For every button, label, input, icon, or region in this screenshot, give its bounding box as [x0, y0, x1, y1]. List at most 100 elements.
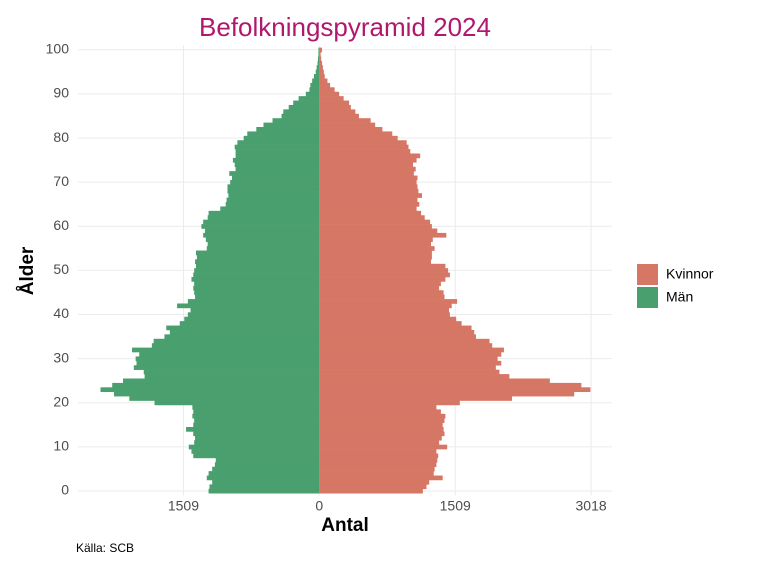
- bar: [319, 104, 351, 110]
- bar: [319, 479, 430, 485]
- bar: [319, 246, 435, 251]
- bar: [319, 179, 417, 185]
- bar: [281, 113, 320, 119]
- bar: [212, 466, 320, 472]
- bar: [164, 334, 320, 340]
- bar: [319, 307, 450, 313]
- bar: [319, 475, 443, 481]
- bar: [317, 60, 320, 66]
- bar: [319, 127, 383, 132]
- bar: [139, 352, 320, 357]
- bar: [234, 162, 320, 168]
- bar: [319, 210, 422, 216]
- y-tick-label: 60: [53, 217, 69, 233]
- bar: [319, 74, 325, 79]
- bar: [319, 334, 477, 340]
- bar: [319, 109, 356, 115]
- bar: [235, 166, 320, 172]
- bar: [319, 374, 510, 379]
- bar: [231, 175, 320, 181]
- bar: [319, 91, 340, 97]
- y-tick-label: 20: [53, 393, 69, 409]
- bar: [319, 175, 418, 181]
- bar: [194, 268, 320, 273]
- bar: [112, 382, 320, 388]
- bar: [316, 65, 320, 70]
- bar: [187, 299, 320, 304]
- bar: [154, 400, 320, 406]
- bar: [194, 281, 320, 287]
- bar: [319, 356, 498, 362]
- legend-label: Män: [666, 289, 693, 305]
- bar: [319, 219, 431, 225]
- bar: [319, 422, 443, 428]
- y-tick-label: 30: [53, 349, 69, 365]
- bar: [114, 391, 320, 397]
- bar: [186, 427, 320, 432]
- bar: [235, 149, 320, 154]
- bar: [319, 431, 445, 437]
- bar: [319, 303, 452, 309]
- bar: [319, 56, 322, 62]
- bar: [188, 444, 320, 450]
- bar: [319, 281, 441, 287]
- bar: [196, 254, 320, 260]
- bar: [319, 338, 490, 344]
- bar: [319, 215, 425, 220]
- bar: [319, 87, 335, 93]
- bar: [230, 179, 320, 185]
- bar: [195, 294, 320, 300]
- bar: [226, 197, 320, 203]
- bar: [319, 118, 371, 123]
- bar: [319, 100, 350, 106]
- x-tick-label: 1509: [168, 498, 199, 514]
- bar: [215, 457, 320, 463]
- bar: [204, 228, 320, 234]
- bar: [319, 149, 411, 154]
- bar: [319, 250, 432, 256]
- y-tick-label: 70: [53, 173, 69, 189]
- bar: [195, 250, 320, 256]
- bar: [192, 413, 320, 419]
- bar: [283, 109, 320, 115]
- bar: [319, 184, 418, 190]
- bar: [319, 343, 493, 348]
- bar: [194, 290, 320, 295]
- bar: [312, 78, 320, 84]
- bar: [319, 206, 417, 212]
- bar: [319, 153, 421, 159]
- bar: [207, 241, 320, 247]
- bar: [192, 404, 320, 410]
- bar: [319, 449, 437, 454]
- bar: [208, 210, 320, 216]
- bar: [319, 321, 462, 326]
- bar: [208, 488, 320, 494]
- bar: [319, 294, 445, 300]
- legend-swatch: [637, 264, 658, 285]
- bar: [298, 96, 320, 101]
- bar: [319, 78, 328, 84]
- chart-title: Befolkningspyramid 2024: [199, 12, 491, 42]
- bar: [319, 232, 447, 238]
- bar: [319, 224, 432, 229]
- bar: [319, 47, 323, 53]
- bar: [293, 100, 320, 106]
- bar: [319, 60, 323, 66]
- bar: [319, 228, 438, 234]
- bar: [319, 166, 416, 172]
- bar: [309, 87, 320, 93]
- bar: [205, 237, 320, 243]
- bar: [193, 409, 320, 415]
- x-tick-label: 0: [315, 498, 323, 514]
- bar: [318, 52, 320, 57]
- x-tick-label: 1509: [440, 498, 471, 514]
- bar: [288, 104, 320, 110]
- bar: [319, 427, 444, 432]
- bar: [319, 241, 431, 247]
- bar: [135, 356, 320, 362]
- bar: [319, 171, 414, 176]
- y-tick-label: 50: [53, 261, 69, 277]
- bar: [214, 462, 320, 468]
- bar: [169, 329, 320, 335]
